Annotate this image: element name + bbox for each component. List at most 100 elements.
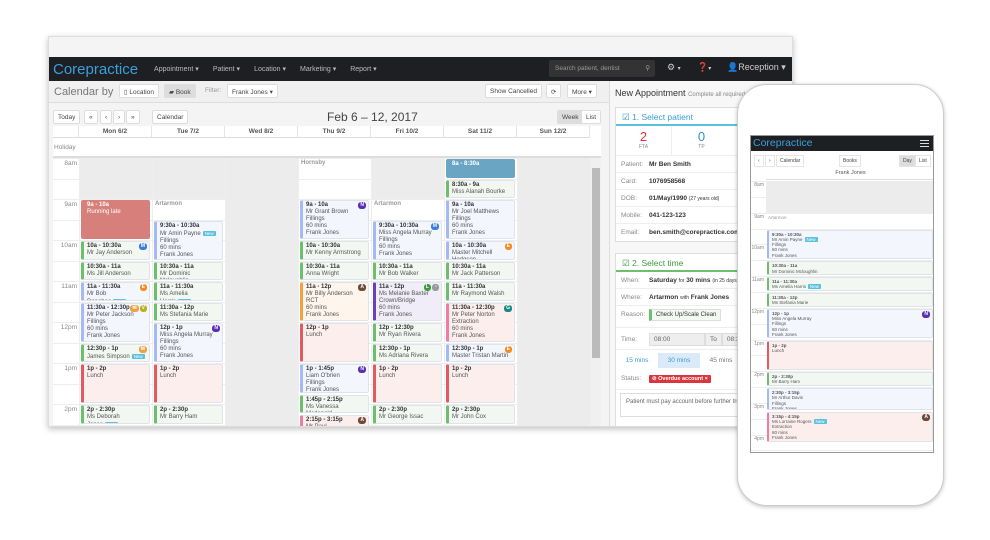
appointment[interactable]: 12:30p - 1p Master Tristan Martin E bbox=[446, 343, 515, 362]
appointment[interactable]: 2:30p - 3:15p Mr Arthur Davis Fillings Fran… bbox=[767, 388, 933, 410]
appointment[interactable]: 12p - 1p Miss Angela Murray Fillings 60 min… bbox=[767, 308, 933, 339]
brand-logo[interactable]: Corepractice bbox=[53, 60, 139, 78]
appointment[interactable]: 12p - 1p Miss Angela Murray Fillings 60 min… bbox=[154, 323, 223, 362]
reason-select[interactable]: Check Up/Scale Clean bbox=[649, 309, 722, 321]
appointment[interactable]: 11:30a - 12p Ms Stefania Marie bbox=[767, 292, 933, 307]
day-header[interactable]: Sun 12/2 bbox=[517, 126, 590, 138]
appointment[interactable]: 1p - 2p Lunch bbox=[446, 364, 515, 403]
nav-patient[interactable]: Patient ▾ bbox=[212, 66, 241, 73]
calendar-scrollbar[interactable] bbox=[591, 158, 601, 426]
mobile-day-button[interactable]: Day bbox=[899, 155, 916, 167]
day-header[interactable]: Mon 6/2 bbox=[79, 126, 152, 138]
nav-location[interactable]: Location ▾ bbox=[254, 66, 287, 73]
mobile-list-button[interactable]: List bbox=[915, 155, 931, 167]
search-icon[interactable]: ⚲ bbox=[645, 65, 650, 72]
appointment[interactable]: 9:30a - 10:30a Miss Angela Murray Fillings… bbox=[373, 220, 442, 260]
appointment[interactable]: 11:30a - 12p Ms Stefania Marie bbox=[154, 302, 223, 321]
appointment[interactable]: 1p - 2p Lunch bbox=[767, 340, 933, 371]
mobile-brand[interactable]: Corepractice bbox=[753, 137, 813, 149]
duration-45[interactable]: 45 mins bbox=[709, 356, 733, 364]
today-button[interactable]: Today bbox=[53, 110, 81, 124]
appointment[interactable]: 10a - 10:30a Mr Kenny Armstrong bbox=[300, 241, 369, 260]
appointment[interactable]: 1p - 2p Lunch bbox=[373, 364, 442, 403]
appointment[interactable]: 1p - 2p Lunch bbox=[154, 364, 223, 403]
last-button[interactable]: » bbox=[126, 110, 140, 124]
prev-button[interactable]: ‹ bbox=[100, 110, 113, 124]
help-icon[interactable]: ❓▾ bbox=[697, 62, 712, 72]
appointment[interactable]: 11a - 12p Ms Melanie Baxter Crown/Bridge 60… bbox=[373, 282, 442, 321]
more-button[interactable]: More ▾ bbox=[567, 84, 597, 98]
appointment[interactable]: 12:30p - 1p Ms Adriana Rivera bbox=[373, 343, 442, 362]
appointment[interactable]: 9a - 10a Running late bbox=[81, 200, 150, 239]
list-view-button[interactable]: List bbox=[581, 110, 602, 124]
day-header[interactable]: Tue 7/2 bbox=[152, 126, 225, 138]
time-from-input[interactable]: 08:00 bbox=[649, 333, 705, 346]
appointment[interactable]: 11a - 11:30a Mr Raymond Walsh bbox=[446, 282, 515, 301]
step1-header[interactable]: ☑ 1. Select patient bbox=[616, 108, 792, 126]
show-cancelled-button[interactable]: Show Cancelled bbox=[485, 84, 542, 98]
appointment[interactable]: 1p - 1:45p Liam O'brien Fillings Frank Jone… bbox=[300, 364, 369, 393]
mobile-prev-button[interactable]: ‹ bbox=[754, 155, 764, 167]
nav-marketing[interactable]: Marketing ▾ bbox=[300, 66, 337, 73]
appointment[interactable]: 10:30a - 11a Mr Bob Walker bbox=[373, 261, 442, 280]
appointment[interactable]: 12p - 12:30p Mr Ryan Rivera bbox=[373, 323, 442, 342]
week-view-button[interactable]: Week bbox=[557, 110, 584, 124]
appointment[interactable]: 10:30a - 11a Ms Jill Anderson bbox=[81, 261, 150, 280]
appointment[interactable]: 9:30a - 10:30a Mr Amin Payne New Fillings 60… bbox=[154, 220, 223, 260]
appointment[interactable]: 11:30a - 12:30p Mr Peter Norton Extraction… bbox=[446, 302, 515, 342]
nav-report[interactable]: Report ▾ bbox=[350, 66, 377, 73]
appointment[interactable]: 3:15p - 4:15p Ms Lorraine Rogers New Extrac… bbox=[767, 411, 933, 442]
refresh-button[interactable]: ⟳ bbox=[546, 84, 562, 98]
duration-30[interactable]: 30 mins bbox=[658, 352, 700, 368]
gear-icon[interactable]: ⚙ ▾ bbox=[667, 62, 681, 72]
mobile-next-button[interactable]: › bbox=[765, 155, 775, 167]
day-header[interactable]: Thu 9/2 bbox=[298, 126, 371, 138]
duration-15[interactable]: 15 mins bbox=[625, 356, 649, 364]
filter-dropdown[interactable]: Frank Jones ▾ bbox=[227, 84, 278, 98]
book-button[interactable]: ▰ Book bbox=[164, 84, 196, 98]
mobile-books-button[interactable]: Books bbox=[839, 155, 861, 167]
day-header[interactable]: Sat 11/2 bbox=[444, 126, 517, 138]
appointment[interactable]: 12p - 1p Lunch bbox=[300, 323, 369, 362]
appointment[interactable]: 10a - 10:30a Mr Jay Anderson M bbox=[81, 241, 150, 260]
appointment[interactable]: 2p - 2:30p Mr Barry Ham bbox=[767, 372, 933, 387]
first-button[interactable]: « bbox=[84, 110, 98, 124]
appointment[interactable]: 11a - 12p Mr Billy Anderson RCT 60 mins Fran… bbox=[300, 282, 369, 321]
hamburger-menu-icon[interactable] bbox=[920, 140, 929, 147]
appointment[interactable]: 12:30p - 1p James Simpson New ✉ bbox=[81, 343, 150, 362]
day-header[interactable]: Fri 10/2 bbox=[371, 126, 444, 138]
appointment[interactable]: 10:30a - 11a Anna Wright bbox=[300, 261, 369, 280]
appointment[interactable]: 9a - 10a Mr Joel Matthews Fillings 60 mins F… bbox=[446, 200, 515, 239]
mobile-calendar-button[interactable]: Calendar bbox=[776, 155, 805, 167]
step2-header[interactable]: ☑ 2. Select time bbox=[616, 254, 792, 272]
appointment[interactable]: 1p - 2p Lunch bbox=[81, 364, 150, 403]
location-button[interactable]: ▯ Location bbox=[119, 84, 159, 98]
day-header[interactable]: Wed 8/2 bbox=[225, 126, 298, 138]
appointment[interactable]: 2p - 2:30p Mr George Issac bbox=[373, 405, 442, 424]
appointment[interactable]: 2p - 2:30p Mr Barry Ham bbox=[154, 405, 223, 424]
appointment[interactable]: 11:30a - 12:30p Mr Peter Jackson Fillings 6… bbox=[81, 302, 150, 342]
search-input[interactable]: Search patient, dentist ⚲ bbox=[549, 60, 655, 77]
column-divider bbox=[371, 158, 372, 426]
appointment[interactable]: 8a - 8:30a bbox=[446, 159, 515, 178]
scrollbar-thumb[interactable] bbox=[592, 168, 600, 358]
appointment[interactable]: 9a - 10a Mr Grant Brown Fillings 60 mins Fra… bbox=[300, 200, 369, 239]
appointment[interactable]: 10:30a - 11a Mr Jack Patterson bbox=[446, 261, 515, 280]
calendar-button[interactable]: Calendar bbox=[152, 110, 189, 124]
status-tag[interactable]: ⊘ Overdue account × bbox=[649, 375, 711, 383]
nav-appointment[interactable]: Appointment ▾ bbox=[154, 66, 199, 73]
appointment[interactable]: 2p - 2:30p Mr John Cox bbox=[446, 405, 515, 424]
user-menu[interactable]: 👤Reception ▾ bbox=[727, 62, 786, 73]
next-button[interactable]: › bbox=[113, 110, 126, 124]
appointment[interactable]: 8:30a - 9a Miss Alanah Bourke bbox=[446, 179, 515, 198]
appointment[interactable]: 9:30a - 10:30a Mr Amin Payne New Fillings 60… bbox=[767, 229, 933, 260]
